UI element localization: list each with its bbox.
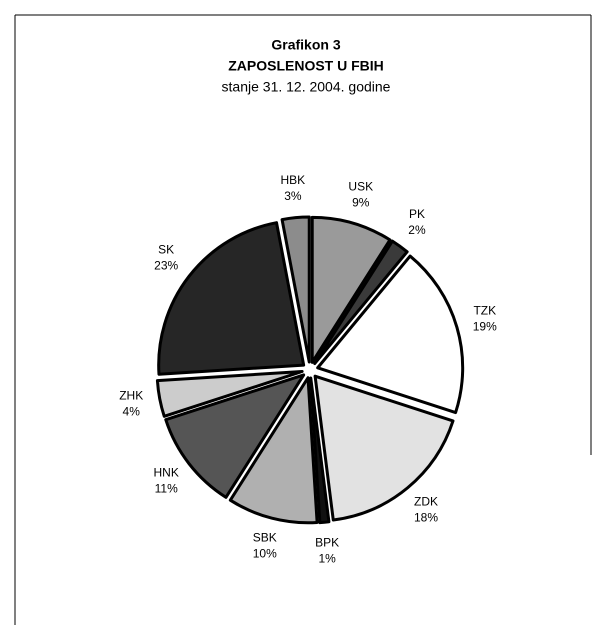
pie-slice <box>155 369 304 418</box>
slice-value-label: 4% <box>123 404 141 418</box>
pie-slice <box>309 376 331 525</box>
slice-label: SBK <box>253 530 277 544</box>
pie-slice <box>316 254 465 415</box>
chart-subtitle: ZAPOSLENOST U FBIH <box>228 58 384 74</box>
slice-label: TZK <box>473 303 496 317</box>
slice-value-label: 23% <box>154 259 178 273</box>
pie-slice <box>313 239 409 366</box>
slice-value-label: 1% <box>318 551 336 565</box>
pie-slice <box>164 373 306 499</box>
slice-value-label: 10% <box>253 546 277 560</box>
slice-value-label: 11% <box>155 482 178 496</box>
pie-slice <box>310 215 392 364</box>
slice-value-label: 19% <box>473 319 497 333</box>
pie-slice <box>157 221 306 376</box>
pie-slice <box>228 376 319 525</box>
slice-label: HBK <box>281 173 306 187</box>
slice-value-label: 9% <box>352 195 370 209</box>
chart-note: stanje 31. 12. 2004. godine <box>222 79 391 95</box>
slice-label: USK <box>348 179 373 193</box>
slice-value-label: 18% <box>414 510 438 524</box>
pie-slice <box>280 215 311 364</box>
slice-label: ZHK <box>119 388 143 402</box>
slice-value-label: 2% <box>408 223 426 237</box>
pie-slice <box>313 374 455 522</box>
chart-title: Grafikon 3 <box>271 37 340 53</box>
slice-label: BPK <box>315 535 339 549</box>
slice-value-label: 3% <box>284 189 302 203</box>
slice-label: ZDK <box>414 494 438 508</box>
slice-label: SK <box>158 243 174 257</box>
slice-label: PK <box>409 207 425 221</box>
slice-label: HNK <box>154 466 179 480</box>
